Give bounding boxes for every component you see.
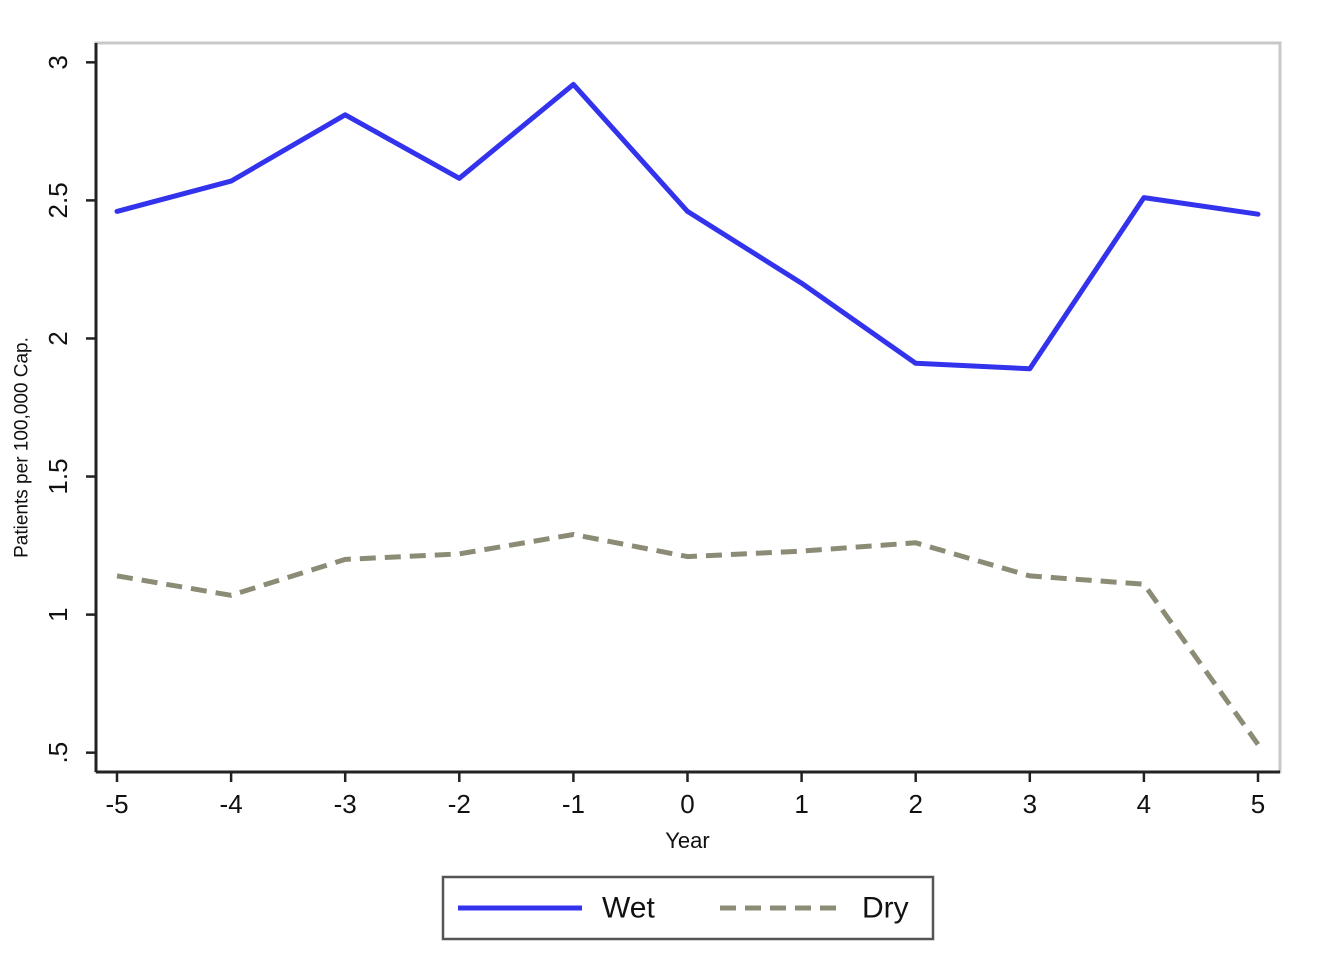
y-tick-label: 3 (43, 55, 73, 69)
x-tick-label: 4 (1137, 789, 1151, 819)
y-tick-label: 1.5 (43, 458, 73, 494)
data-point-wet (913, 360, 919, 366)
legend-label-wet: Wet (602, 892, 655, 925)
series-line-wet (114, 81, 1261, 372)
x-tick-label: 5 (1251, 789, 1265, 819)
y-axis-title: Patients per 100,000 Cap. (12, 337, 33, 558)
plot-area (94, 41, 1282, 774)
data-point-dry (570, 532, 576, 538)
x-tick-label: -5 (105, 789, 128, 819)
data-point-dry (1255, 741, 1261, 747)
y-tick-label: .5 (43, 742, 73, 764)
data-point-wet (114, 208, 120, 214)
data-point-dry (1027, 573, 1033, 579)
data-point-dry (456, 551, 462, 557)
y-tick-label: 2 (43, 331, 73, 345)
data-point-dry (1141, 581, 1147, 587)
x-tick-label: -3 (334, 789, 357, 819)
data-point-wet (1255, 211, 1261, 217)
series-line-dry (116, 532, 1261, 746)
legend-label-dry: Dry (862, 892, 909, 925)
y-tick-label: 1 (43, 607, 73, 621)
data-point-dry (114, 573, 120, 579)
data-point-wet (342, 112, 348, 118)
x-axis-title: Year (665, 828, 709, 853)
x-tick-label: -1 (562, 789, 585, 819)
data-point-dry (799, 548, 805, 554)
x-tick-label: 1 (794, 789, 808, 819)
data-point-wet (799, 280, 805, 286)
data-point-dry (342, 556, 348, 562)
x-tick-label: -2 (448, 789, 471, 819)
data-point-wet (1141, 195, 1147, 201)
y-tick-label: 2.5 (43, 182, 73, 218)
data-point-wet (456, 175, 462, 181)
x-tick-label: -4 (220, 789, 243, 819)
data-point-wet (570, 81, 576, 87)
data-point-dry (913, 540, 919, 546)
data-point-wet (1027, 366, 1033, 372)
data-point-wet (685, 208, 691, 214)
x-tick-label: 2 (908, 789, 922, 819)
data-point-dry (685, 554, 691, 560)
x-tick-label: 3 (1023, 789, 1037, 819)
data-point-wet (228, 178, 234, 184)
data-point-dry (228, 592, 234, 598)
x-tick-label: 0 (680, 789, 694, 819)
